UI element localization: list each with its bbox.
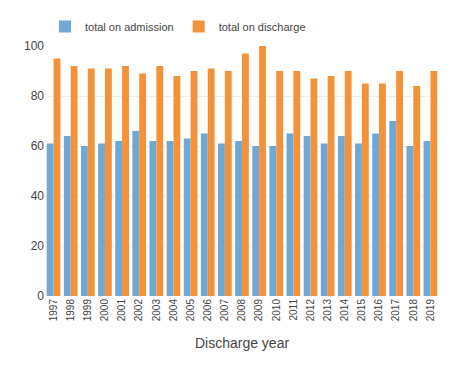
svg-text:1997: 1997 xyxy=(48,299,59,322)
svg-text:20: 20 xyxy=(31,239,45,253)
svg-text:1998: 1998 xyxy=(65,299,76,322)
svg-text:2017: 2017 xyxy=(390,299,401,322)
svg-text:2013: 2013 xyxy=(322,299,333,322)
svg-text:2016: 2016 xyxy=(373,299,384,322)
svg-text:2009: 2009 xyxy=(253,299,264,322)
svg-text:total on discharge: total on discharge xyxy=(219,21,306,33)
svg-text:2001: 2001 xyxy=(116,299,127,322)
svg-text:40: 40 xyxy=(31,189,45,203)
svg-text:2005: 2005 xyxy=(185,299,196,322)
svg-text:2019: 2019 xyxy=(425,299,436,322)
svg-text:1999: 1999 xyxy=(82,299,93,322)
svg-text:2008: 2008 xyxy=(236,299,247,322)
svg-text:2014: 2014 xyxy=(339,299,350,322)
svg-text:2002: 2002 xyxy=(133,299,144,322)
svg-text:2018: 2018 xyxy=(408,299,419,322)
svg-text:Discharge year: Discharge year xyxy=(195,335,289,351)
svg-text:2012: 2012 xyxy=(305,299,316,322)
svg-text:2003: 2003 xyxy=(151,299,162,322)
svg-text:60: 60 xyxy=(31,139,45,153)
svg-text:total on admission: total on admission xyxy=(85,21,174,33)
svg-text:2006: 2006 xyxy=(202,299,213,322)
svg-text:0: 0 xyxy=(37,289,44,303)
svg-text:2007: 2007 xyxy=(219,299,230,322)
svg-text:2010: 2010 xyxy=(271,299,282,322)
svg-text:2004: 2004 xyxy=(168,299,179,322)
svg-text:2000: 2000 xyxy=(99,299,110,322)
svg-text:2015: 2015 xyxy=(356,299,367,322)
svg-text:80: 80 xyxy=(31,89,45,103)
svg-text:100: 100 xyxy=(24,39,44,53)
svg-text:2011: 2011 xyxy=(288,299,299,321)
